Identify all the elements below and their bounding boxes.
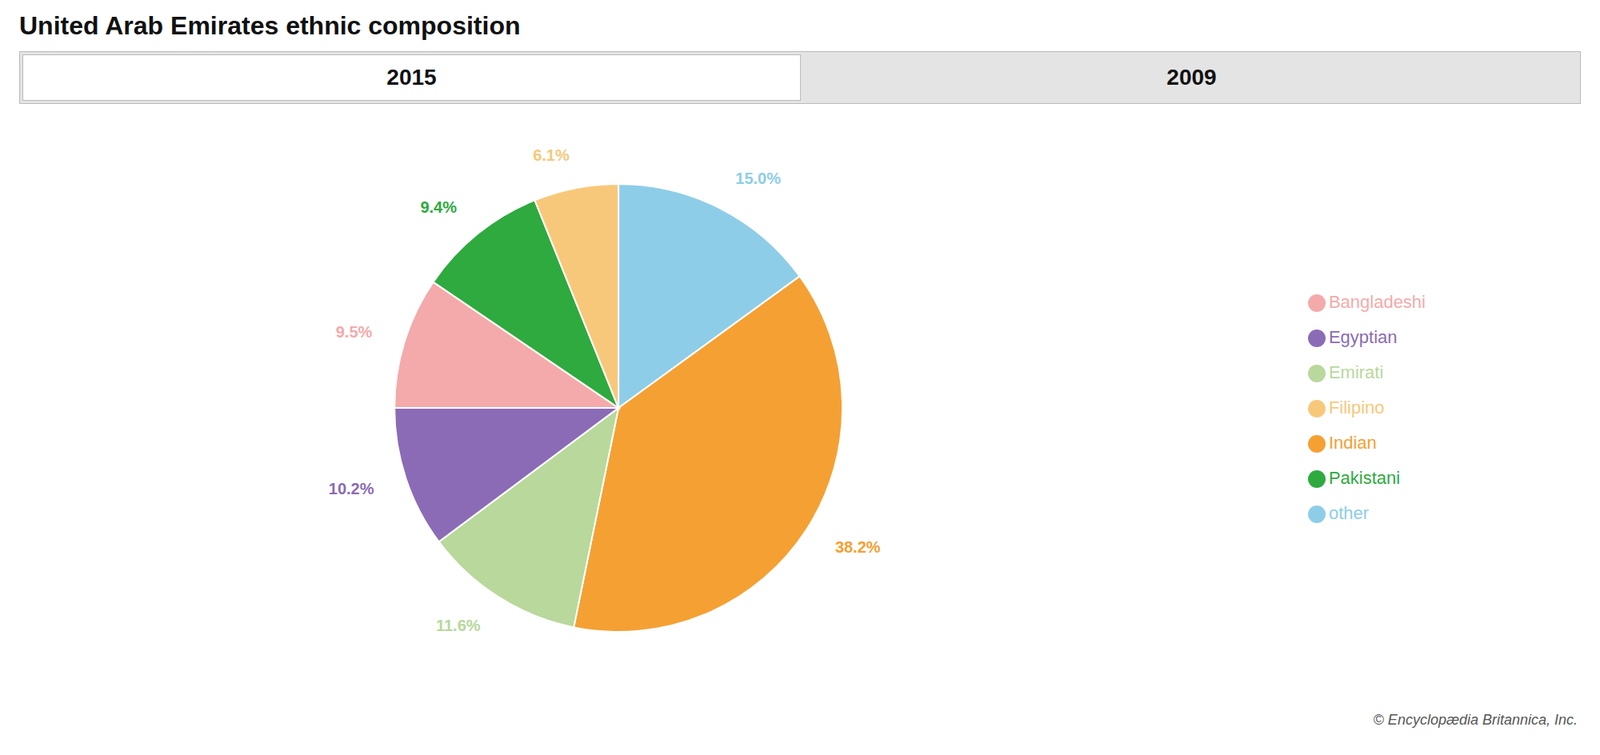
html-text:© Encyclopædia Britannica, Inc: © Encyclopædia Britannica, Inc. bbox=[1373, 712, 1578, 728]
svg-text:9.4%: 9.4% bbox=[420, 198, 457, 216]
html-text:Filipino: Filipino bbox=[1328, 397, 1385, 418]
html-text:Bangladeshi: Bangladeshi bbox=[1328, 292, 1426, 312]
html-text:Indian: Indian bbox=[1328, 432, 1377, 453]
svg-text:38.2%: 38.2% bbox=[835, 538, 881, 556]
svg-text:10.2%: 10.2% bbox=[328, 480, 375, 498]
html-text:Pakistani: Pakistani bbox=[1328, 468, 1401, 488]
html-text:other: other bbox=[1328, 503, 1369, 524]
html-text:Emirati: Emirati bbox=[1328, 362, 1384, 383]
svg-text:11.6%: 11.6% bbox=[436, 616, 481, 635]
html-text:United Arab Emirates ethnic co: United Arab Emirates ethnic composition bbox=[19, 11, 521, 40]
html-text:2015: 2015 bbox=[386, 64, 437, 90]
html-text:2009: 2009 bbox=[1166, 64, 1217, 90]
svg-text:15.0%: 15.0% bbox=[735, 169, 781, 188]
svg-text:6.1%: 6.1% bbox=[532, 146, 570, 164]
html-text:Egyptian: Egyptian bbox=[1328, 327, 1398, 348]
svg-text:9.5%: 9.5% bbox=[336, 323, 373, 341]
